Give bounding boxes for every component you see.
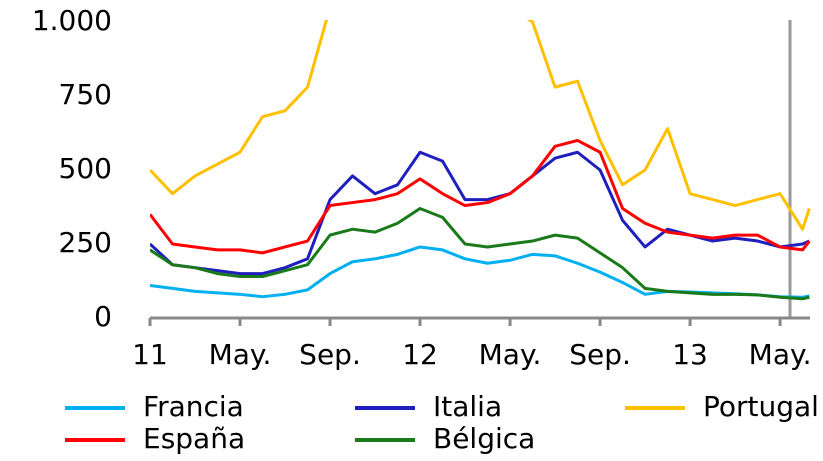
legend-label: Bélgica — [433, 422, 535, 455]
legend-label: España — [143, 422, 245, 455]
series-line — [150, 138, 811, 255]
y-tick-label: 250 — [59, 226, 112, 259]
plot-area — [150, 20, 811, 301]
x-tick-label: Sep. — [299, 338, 361, 371]
y-tick-label: 0 — [94, 300, 112, 333]
x-tick-label: May. — [209, 338, 272, 371]
series-line — [150, 150, 810, 276]
x-tick-label: Sep. — [569, 338, 631, 371]
y-tick-label: 500 — [59, 152, 112, 185]
x-tick-label: 13 — [672, 338, 708, 371]
x-tick-label: 12 — [402, 338, 438, 371]
legend-label: Portugal — [703, 390, 819, 423]
y-tick-label: 750 — [59, 78, 112, 111]
legend-label: Francia — [143, 390, 244, 423]
y-tick-label: 1.000 — [32, 4, 112, 37]
x-tick-label: May. — [749, 338, 812, 371]
x-tick-label: May. — [479, 338, 542, 371]
x-tick-label: 11 — [132, 338, 168, 371]
legend-label: Italia — [433, 390, 502, 423]
series-line — [150, 20, 811, 231]
series-line — [150, 206, 810, 301]
